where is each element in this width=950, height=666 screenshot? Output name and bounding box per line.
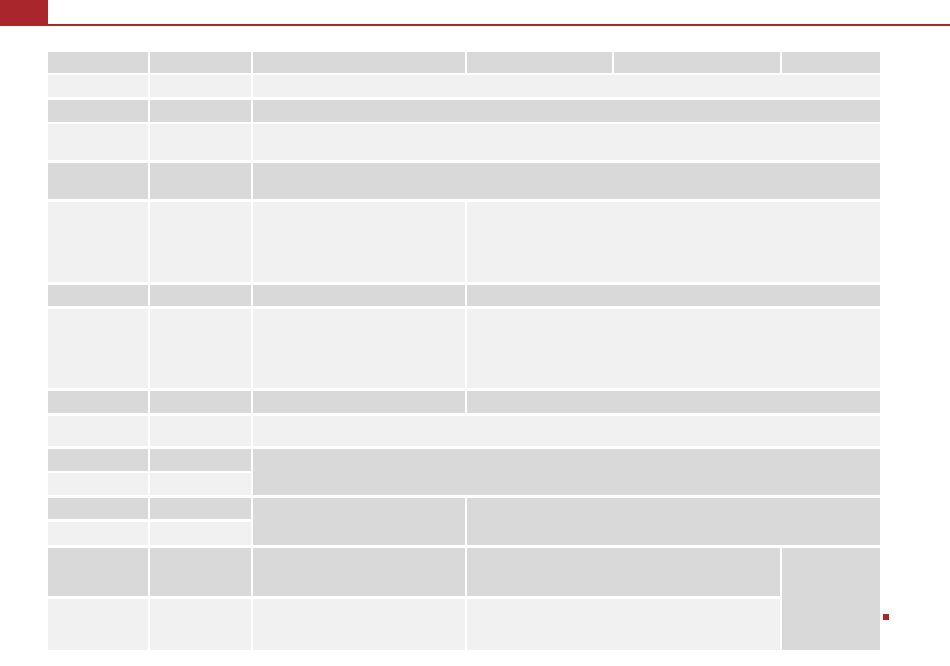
table-cell bbox=[48, 202, 148, 282]
table-cell bbox=[253, 124, 880, 160]
table-cell bbox=[467, 391, 880, 413]
table-cell bbox=[150, 522, 251, 545]
table-cell bbox=[467, 599, 780, 650]
table-cell bbox=[253, 100, 880, 122]
table-cell bbox=[150, 599, 251, 650]
table-cell bbox=[150, 416, 251, 446]
table-cell bbox=[48, 599, 148, 650]
table-cell bbox=[150, 473, 251, 495]
table-cell bbox=[253, 416, 880, 446]
table-cell bbox=[150, 163, 251, 199]
table-cell bbox=[48, 52, 148, 73]
table-cell bbox=[48, 100, 148, 122]
table-cell bbox=[253, 163, 880, 199]
table-cell bbox=[150, 100, 251, 122]
table-cell bbox=[253, 309, 465, 388]
table-cell bbox=[253, 599, 465, 650]
table-cell bbox=[48, 75, 148, 97]
table-cell bbox=[48, 391, 148, 413]
end-marker bbox=[883, 614, 889, 620]
header-rule bbox=[0, 24, 950, 26]
table-cell bbox=[150, 75, 251, 97]
table-cell bbox=[253, 285, 465, 306]
table-cell bbox=[48, 309, 148, 388]
table-cell bbox=[48, 163, 148, 199]
table-cell bbox=[150, 391, 251, 413]
table-cell bbox=[253, 498, 465, 545]
table-cell bbox=[48, 285, 148, 306]
table-cell bbox=[253, 548, 465, 596]
table-cell bbox=[150, 498, 251, 519]
table-cell bbox=[48, 416, 148, 446]
table-cell bbox=[48, 548, 148, 596]
table-cell bbox=[48, 449, 148, 471]
table-cell bbox=[467, 202, 880, 282]
table-cell bbox=[48, 498, 148, 519]
table-cell bbox=[150, 449, 251, 471]
table-cell bbox=[150, 309, 251, 388]
table-cell bbox=[467, 498, 880, 545]
table-cell bbox=[48, 124, 148, 160]
table-cell bbox=[253, 391, 465, 413]
table-cell bbox=[150, 52, 251, 73]
table-cell bbox=[253, 75, 880, 97]
table-cell bbox=[253, 449, 880, 495]
table-cell bbox=[150, 285, 251, 306]
table-cell bbox=[467, 309, 880, 388]
table-cell bbox=[48, 473, 148, 495]
table-cell bbox=[150, 124, 251, 160]
table-cell bbox=[614, 52, 780, 73]
header-tab bbox=[0, 0, 48, 25]
table-cell bbox=[150, 548, 251, 596]
table-cell bbox=[150, 202, 251, 282]
table-cell bbox=[253, 202, 465, 282]
table-cell bbox=[782, 548, 880, 650]
table-cell bbox=[253, 52, 465, 73]
table-cell bbox=[48, 522, 148, 545]
table-cell bbox=[467, 285, 880, 306]
table-cell bbox=[782, 52, 880, 73]
table-cell bbox=[467, 52, 612, 73]
table-cell bbox=[467, 548, 780, 596]
